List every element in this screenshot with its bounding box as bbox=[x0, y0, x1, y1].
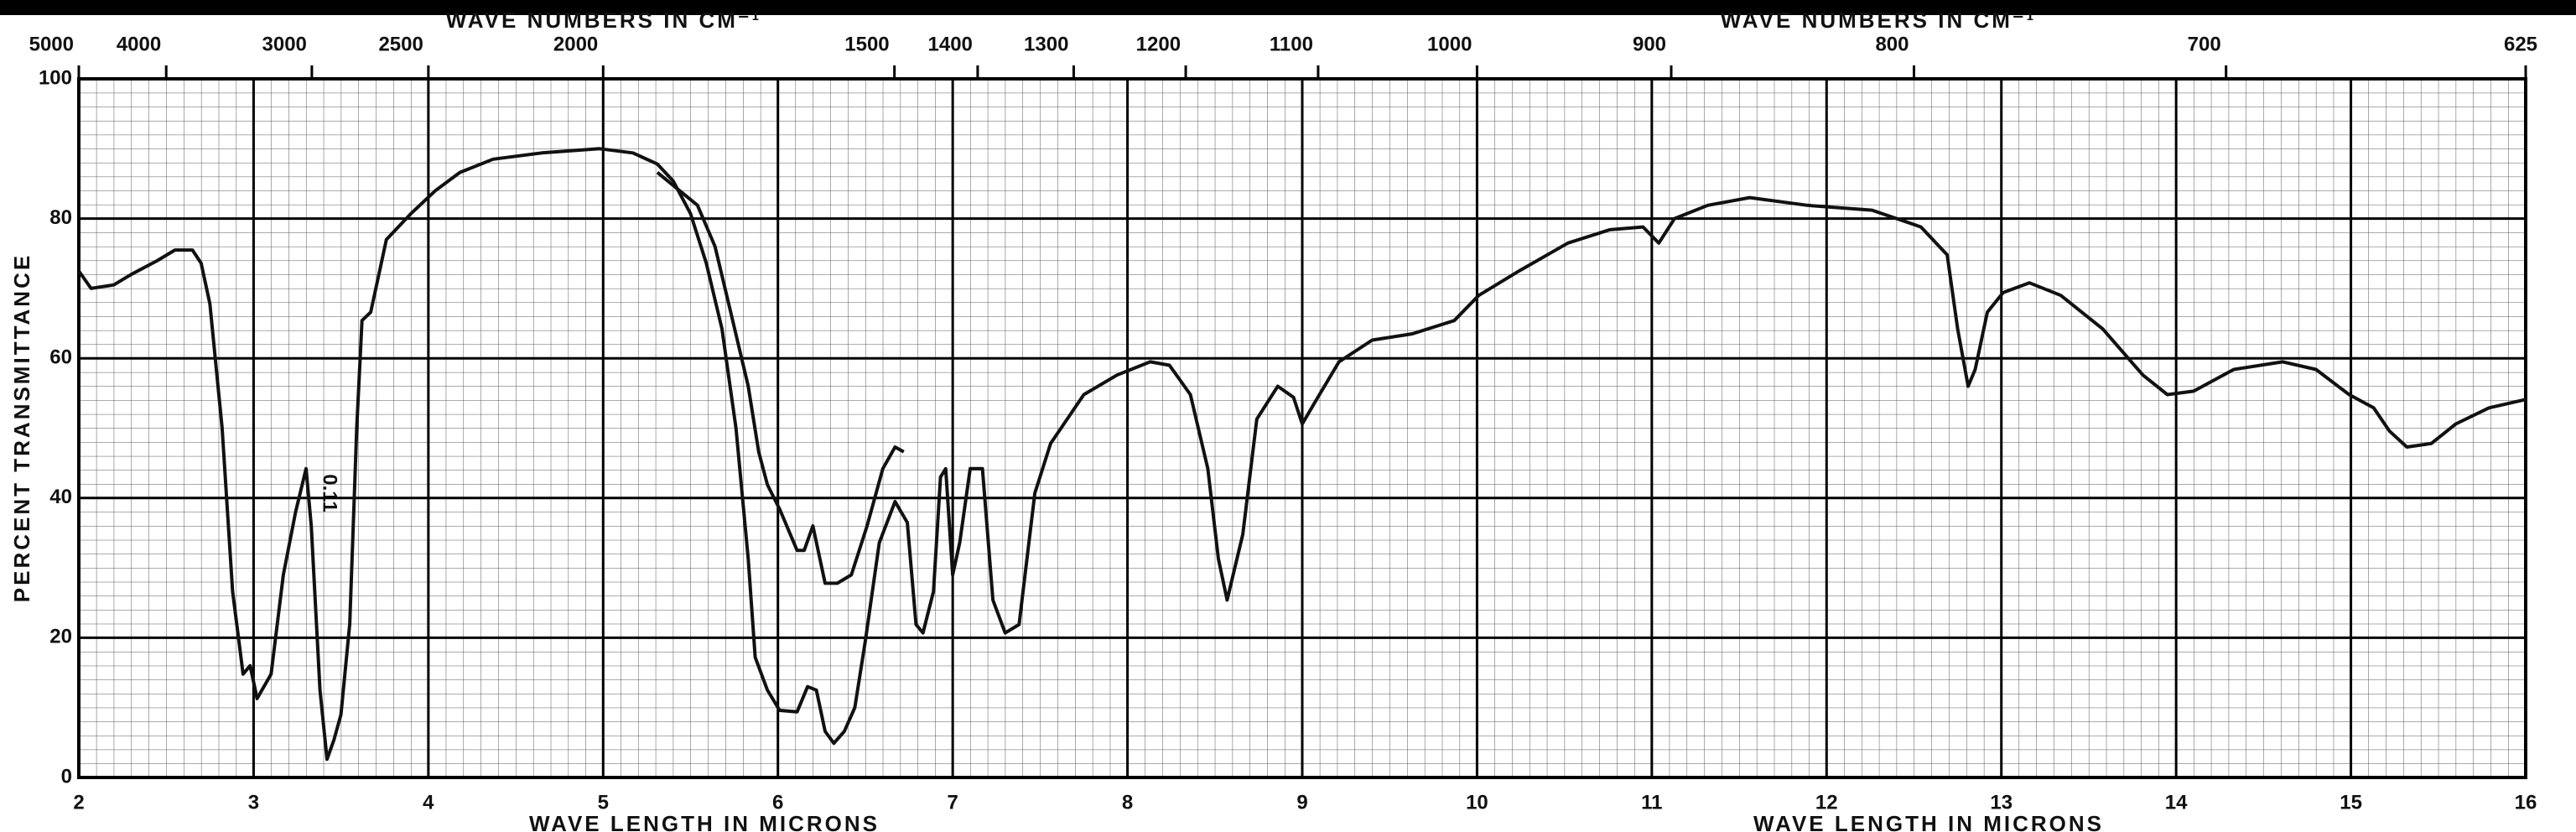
x-tick-label: 15 bbox=[2340, 791, 2362, 814]
x-tick-label: 5 bbox=[598, 791, 609, 814]
x-tick-label: 11 bbox=[1641, 791, 1662, 814]
top-tick-label: 900 bbox=[1633, 33, 1666, 55]
x-tick-label: 3 bbox=[248, 791, 259, 814]
x-tick-label: 14 bbox=[2165, 791, 2188, 814]
x-tick-label: 8 bbox=[1122, 791, 1133, 814]
top-tick-label: 625 bbox=[2504, 33, 2537, 55]
plot-frame bbox=[77, 77, 2527, 779]
x-tick-label: 2 bbox=[73, 791, 84, 814]
top-tick-label: 700 bbox=[2188, 33, 2221, 55]
x-axis-title: WAVE LENGTH IN MICRONS bbox=[1753, 811, 2104, 832]
top-tick-label: 2000 bbox=[553, 33, 598, 55]
x-tick-label: 16 bbox=[2515, 791, 2537, 814]
top-axis-title: WAVE NUMBERS IN CM⁻¹ bbox=[1721, 8, 2037, 33]
top-tick-label: 2500 bbox=[378, 33, 423, 55]
top-tick-label: 5000 bbox=[29, 33, 74, 55]
top-tick-label: 3000 bbox=[262, 33, 307, 55]
y-tick-label: 60 bbox=[49, 346, 72, 369]
y-tick-label: 0 bbox=[61, 765, 72, 788]
y-tick-label: 80 bbox=[49, 206, 72, 229]
top-band bbox=[0, 0, 2576, 15]
y-axis-title: PERCENT TRANSMITTANCE bbox=[9, 253, 34, 602]
y-tick-label: 100 bbox=[39, 66, 72, 89]
x-tick-label: 12 bbox=[1815, 791, 1838, 814]
x-tick-label: 10 bbox=[1466, 791, 1488, 814]
top-tick-label: 1200 bbox=[1136, 33, 1181, 55]
x-tick-label: 13 bbox=[1990, 791, 2012, 814]
spectrum-line bbox=[77, 147, 2527, 762]
annotation: 0.11 bbox=[319, 474, 341, 512]
y-tick-label: 40 bbox=[49, 486, 72, 508]
x-tick-label: 7 bbox=[947, 791, 958, 814]
y-tick-label: 20 bbox=[49, 626, 72, 648]
x-tick-label: 9 bbox=[1296, 791, 1307, 814]
top-tick-label: 1400 bbox=[928, 33, 973, 55]
x-tick-label: 6 bbox=[772, 791, 783, 814]
spectrum-line bbox=[656, 171, 905, 585]
top-axis-title: WAVE NUMBERS IN CM⁻¹ bbox=[446, 8, 762, 33]
top-tick-label: 1300 bbox=[1024, 33, 1068, 55]
top-tick-label: 1100 bbox=[1270, 33, 1313, 55]
top-tick-label: 4000 bbox=[117, 33, 161, 55]
top-tick-label: 1500 bbox=[844, 33, 889, 55]
top-tick-label: 1000 bbox=[1427, 33, 1472, 55]
x-axis-title: WAVE LENGTH IN MICRONS bbox=[529, 811, 880, 832]
top-tick-label: 800 bbox=[1875, 33, 1909, 55]
x-tick-label: 4 bbox=[423, 791, 434, 814]
